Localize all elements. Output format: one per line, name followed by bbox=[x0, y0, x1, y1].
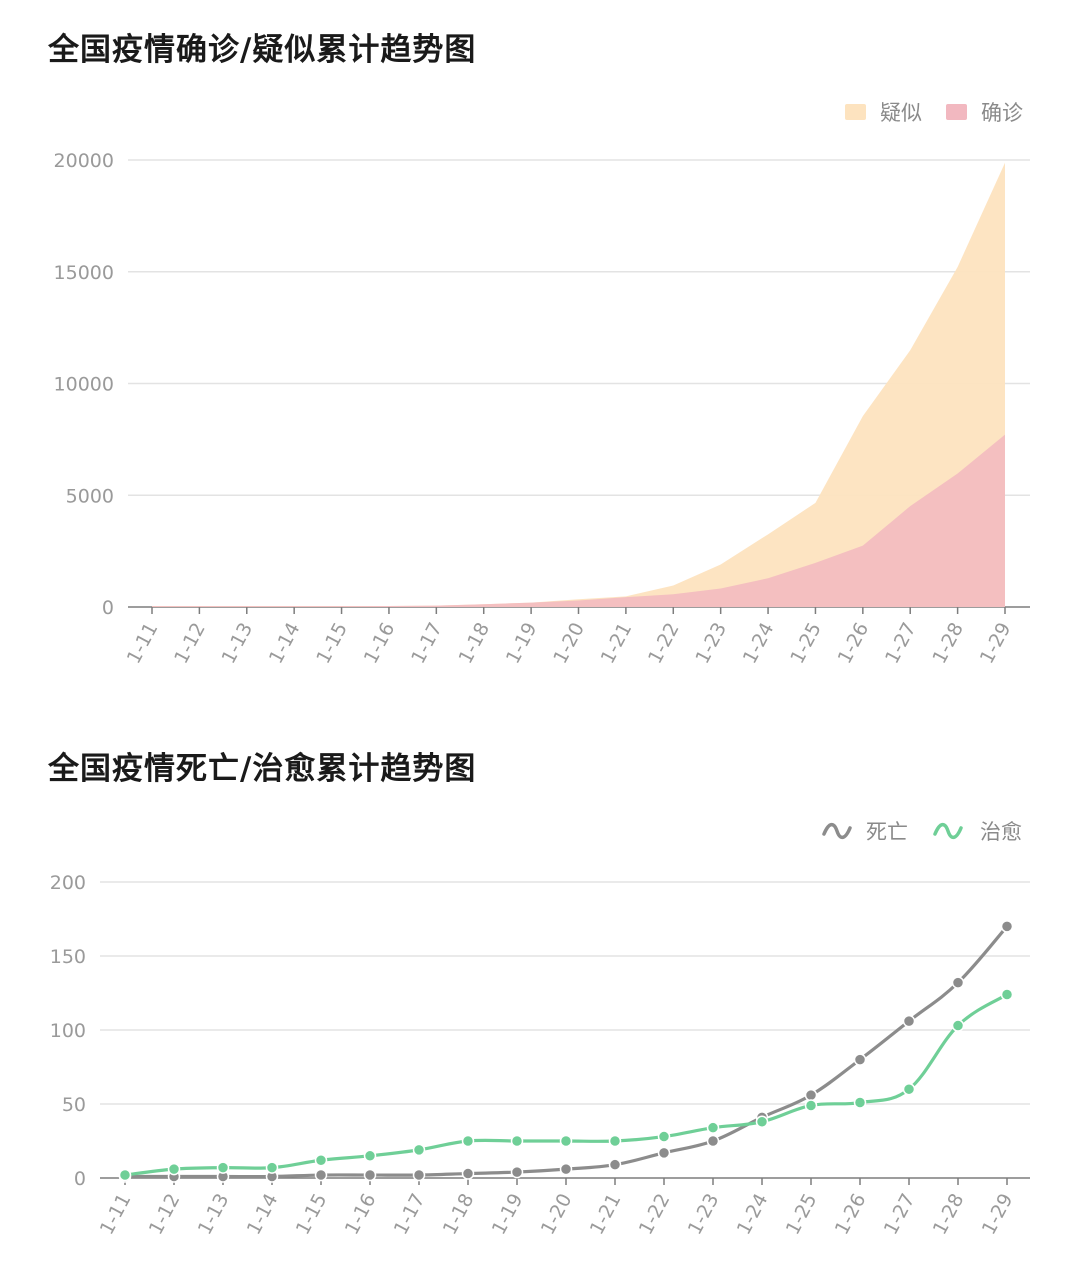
x-tick-label: 1-16 bbox=[341, 1190, 381, 1238]
x-tick-label: 1-21 bbox=[586, 1190, 626, 1238]
data-point-death bbox=[510, 1165, 524, 1179]
x-tick-label: 1-25 bbox=[786, 619, 826, 667]
legend-swatch bbox=[946, 104, 967, 120]
death-cured-chart: 全国疫情死亡/治愈累计趋势图 0 50 100 150 200 1-11 1-12 1-13 1… bbox=[0, 716, 1080, 1272]
data-point-cured bbox=[706, 1121, 720, 1134]
data-point-death bbox=[461, 1167, 475, 1180]
x-tick-label: 1-14 bbox=[243, 1190, 283, 1238]
y-tick-label: 20000 bbox=[54, 150, 114, 172]
data-point-death bbox=[314, 1168, 328, 1182]
x-tick-label: 1-22 bbox=[644, 619, 684, 667]
line-chart-svg: 0 50 100 150 200 1-11 1-12 1-13 1-14 1-15 1-16 1-17… bbox=[50, 820, 1030, 1238]
area-chart-svg: 0 5000 10000 15000 20000 1-11 1-12 1-13 1-14 1-15… bbox=[54, 101, 1030, 667]
legend-swatch bbox=[822, 822, 852, 840]
x-tick-label: 1-27 bbox=[881, 619, 921, 667]
y-tick-label: 200 bbox=[50, 872, 86, 894]
data-point-cured bbox=[902, 1082, 916, 1096]
x-tick-label: 1-13 bbox=[218, 619, 258, 667]
x-tick-label: 1-19 bbox=[488, 1190, 528, 1238]
data-point-death bbox=[804, 1088, 818, 1102]
data-point-cured bbox=[167, 1162, 181, 1176]
data-point-cured bbox=[118, 1168, 132, 1182]
x-tick-label: 1-21 bbox=[597, 619, 637, 667]
data-point-death bbox=[412, 1168, 426, 1182]
x-tick-label: 1-26 bbox=[834, 619, 874, 667]
data-point-cured bbox=[412, 1143, 426, 1157]
legend-label: 治愈 bbox=[980, 820, 1022, 844]
confirmed-suspected-chart: 全国疫情确诊/疑似累计趋势图 0 5000 10000 15000 20000 1-11 1… bbox=[48, 32, 1030, 667]
x-tick-label: 1-24 bbox=[739, 619, 779, 667]
y-tick-label: 10000 bbox=[54, 374, 114, 396]
x-tick-label: 1-13 bbox=[194, 1190, 234, 1238]
data-point-cured bbox=[510, 1134, 524, 1148]
data-point-death bbox=[363, 1168, 377, 1182]
legend: 疑似 确诊 bbox=[845, 101, 1023, 125]
y-tick-label: 0 bbox=[102, 597, 114, 619]
x-tick-label: 1-28 bbox=[928, 619, 968, 667]
data-point-cured bbox=[363, 1149, 377, 1163]
data-point-death bbox=[559, 1162, 573, 1176]
data-point-cured bbox=[314, 1153, 328, 1167]
data-point-cured bbox=[265, 1161, 279, 1174]
y-tick-label: 50 bbox=[62, 1094, 86, 1116]
x-tick-label: 1-26 bbox=[831, 1190, 871, 1238]
legend-swatch bbox=[933, 822, 963, 840]
data-point-cured bbox=[559, 1134, 573, 1148]
data-point-cured bbox=[1000, 988, 1014, 1001]
x-tick-label: 1-28 bbox=[929, 1190, 969, 1238]
legend-label: 疑似 bbox=[880, 101, 922, 125]
x-tick-label: 1-11 bbox=[96, 1190, 136, 1238]
legend-label: 确诊 bbox=[981, 101, 1023, 125]
series-area-confirmed bbox=[152, 434, 1005, 607]
x-tick-label: 1-29 bbox=[976, 619, 1016, 667]
legend: 死亡 治愈 bbox=[822, 820, 1022, 844]
x-tick-label: 1-15 bbox=[312, 619, 352, 667]
x-tick-label: 1-20 bbox=[549, 619, 589, 667]
x-tick-label: 1-12 bbox=[145, 1190, 185, 1238]
x-tick-label: 1-17 bbox=[407, 619, 447, 667]
chart-title: 全国疫情死亡/治愈累计趋势图 bbox=[48, 751, 477, 787]
y-tick-label: 15000 bbox=[54, 262, 114, 284]
chart-title: 全国疫情确诊/疑似累计趋势图 bbox=[48, 32, 477, 68]
x-tick-label: 1-20 bbox=[537, 1190, 577, 1238]
y-tick-label: 150 bbox=[50, 946, 86, 968]
data-point-death bbox=[1000, 920, 1014, 933]
x-tick-label: 1-17 bbox=[390, 1190, 430, 1238]
x-tick-label: 1-29 bbox=[978, 1190, 1018, 1238]
data-point-death bbox=[608, 1158, 622, 1171]
data-point-cured bbox=[853, 1096, 867, 1109]
data-point-cured bbox=[804, 1099, 818, 1112]
x-tick-label: 1-23 bbox=[684, 1190, 724, 1238]
x-tick-label: 1-11 bbox=[123, 619, 163, 667]
x-tick-label: 1-14 bbox=[265, 619, 305, 667]
x-tick-label: 1-19 bbox=[502, 619, 542, 667]
y-tick-label: 0 bbox=[74, 1168, 86, 1190]
x-tick-label: 1-16 bbox=[360, 619, 400, 667]
data-point-cured bbox=[657, 1130, 671, 1143]
data-point-cured bbox=[755, 1115, 769, 1129]
legend-label: 死亡 bbox=[866, 820, 908, 844]
x-tick-label: 1-18 bbox=[454, 619, 494, 667]
x-tick-label: 1-15 bbox=[292, 1190, 332, 1238]
data-point-cured bbox=[461, 1134, 475, 1148]
x-tick-label: 1-24 bbox=[733, 1190, 773, 1238]
data-point-cured bbox=[951, 1019, 965, 1032]
data-point-death bbox=[657, 1146, 671, 1160]
series-line-cured bbox=[123, 992, 1009, 1177]
x-tick-label: 1-23 bbox=[691, 619, 731, 667]
x-tick-label: 1-12 bbox=[170, 619, 210, 667]
x-tick-label: 1-27 bbox=[880, 1190, 920, 1238]
data-point-cured bbox=[216, 1161, 230, 1174]
x-tick-label: 1-18 bbox=[439, 1190, 479, 1238]
legend-swatch bbox=[845, 104, 866, 120]
data-point-death bbox=[951, 976, 965, 989]
y-tick-label: 100 bbox=[50, 1020, 86, 1042]
data-point-death bbox=[853, 1053, 867, 1066]
data-point-death bbox=[706, 1134, 720, 1148]
x-tick-label: 1-25 bbox=[782, 1190, 822, 1238]
y-tick-label: 5000 bbox=[66, 485, 114, 507]
data-point-death bbox=[902, 1014, 916, 1028]
data-point-cured bbox=[608, 1134, 622, 1148]
x-tick-label: 1-22 bbox=[635, 1190, 675, 1238]
